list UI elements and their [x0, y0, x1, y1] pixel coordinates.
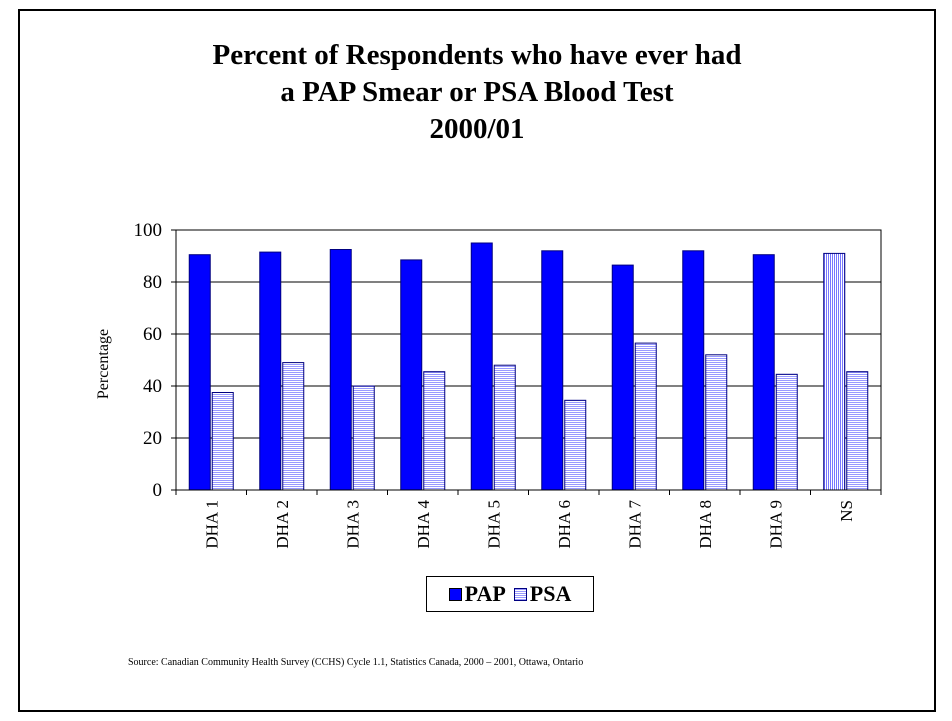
- bar-psa-dha-4: [423, 371, 446, 491]
- grid-lines: [176, 281, 881, 439]
- bars: [188, 242, 869, 491]
- bar-pap-dha-6: [541, 250, 564, 491]
- x-tick-label-dha-4: DHA 4: [414, 500, 433, 549]
- x-tick-label-dha-1: DHA 1: [202, 500, 221, 549]
- bar-pap-dha-1: [188, 254, 211, 491]
- bar-psa-dha-3: [352, 385, 375, 491]
- legend-label-pap: PAP: [464, 581, 506, 606]
- y-tick-label-80: 80: [143, 272, 162, 293]
- legend-item-psa: PSA: [513, 581, 572, 607]
- legend-swatch-psa: [513, 587, 527, 601]
- legend: PAP PSA: [426, 576, 594, 612]
- bar-psa-ns: [846, 371, 869, 491]
- x-tick-label-dha-3: DHA 3: [343, 500, 362, 549]
- x-tick-label-dha-6: DHA 6: [555, 500, 574, 549]
- bar-pap-dha-2: [259, 251, 282, 491]
- y-tick-label-20: 20: [143, 428, 162, 449]
- bar-psa-dha-2: [282, 362, 305, 491]
- bar-psa-dha-5: [493, 364, 516, 491]
- legend-swatch-pap: [448, 587, 462, 601]
- y-axis-label: Percentage: [95, 329, 112, 399]
- bar-pap-dha-5: [470, 242, 493, 491]
- bar-psa-dha-6: [564, 399, 587, 491]
- bar-psa-dha-7: [634, 342, 657, 491]
- bar-pap-dha-8: [682, 250, 705, 491]
- title-line-2: a PAP Smear or PSA Blood Test: [280, 76, 674, 108]
- bar-pap-dha-7: [611, 264, 634, 491]
- x-tick-label-dha-5: DHA 5: [484, 500, 503, 549]
- x-tick-label-dha-2: DHA 2: [273, 500, 292, 549]
- bar-pap-dha-9: [752, 254, 775, 491]
- y-tick-label-100: 100: [134, 220, 163, 241]
- axes: 0 20 40 60 80 100 DHA 1 DHA 2 DHA 3 DHA 4 DHA 5 DHA…: [134, 220, 882, 549]
- source-note: Source: Canadian Community Health Survey…: [128, 657, 584, 668]
- legend-label-psa: PSA: [529, 581, 572, 606]
- bar-pap-dha-4: [400, 259, 423, 491]
- title-line-3: 2000/01: [429, 113, 525, 145]
- bar-psa-dha-8: [705, 354, 728, 491]
- y-tick-label-40: 40: [143, 376, 162, 397]
- x-tick-label-ns: NS: [837, 500, 856, 522]
- bar-pap-ns: [823, 252, 846, 491]
- bar-pap-dha-3: [329, 249, 352, 491]
- legend-item-pap: PAP: [448, 581, 506, 607]
- title-line-1: Percent of Respondents who have ever had: [212, 39, 742, 71]
- bar-psa-dha-1: [211, 392, 234, 491]
- y-tick-label-0: 0: [153, 480, 163, 501]
- y-tick-label-60: 60: [143, 324, 162, 345]
- x-tick-label-dha-9: DHA 9: [766, 500, 785, 549]
- x-tick-label-dha-8: DHA 8: [696, 500, 715, 549]
- x-tick-label-dha-7: DHA 7: [625, 500, 644, 549]
- chart-title: Percent of Respondents who have ever had…: [20, 37, 934, 148]
- bar-psa-dha-9: [775, 373, 798, 491]
- plot-border: [175, 229, 882, 491]
